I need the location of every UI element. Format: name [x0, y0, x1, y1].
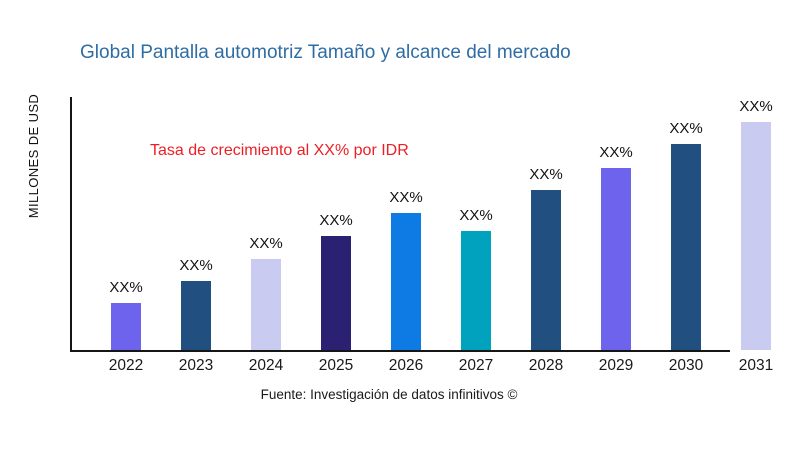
bar-2025: [321, 236, 351, 350]
bar-value-label-2022: XX%: [109, 279, 143, 296]
bar-value-label-2031: XX%: [739, 98, 773, 115]
x-tick-2031: 2031: [738, 357, 774, 374]
x-tick-2024: 2024: [248, 357, 284, 374]
bar-value-label-2028: XX%: [529, 166, 563, 183]
bar-2024: [251, 259, 281, 350]
x-tick-2025: 2025: [318, 357, 354, 374]
x-axis-line: [70, 350, 730, 352]
y-axis-line: [70, 97, 72, 351]
bar-value-label-2030: XX%: [669, 120, 703, 137]
bar-value-label-2025: XX%: [319, 212, 353, 229]
bar-value-label-2026: XX%: [389, 189, 423, 206]
bar-value-label-2027: XX%: [459, 207, 493, 224]
x-tick-2029: 2029: [598, 357, 634, 374]
bar-2026: [391, 213, 421, 350]
bar-2022: [111, 303, 141, 350]
bar-2030: [671, 144, 701, 350]
growth-rate-annotation: Tasa de crecimiento al XX% por IDR: [150, 142, 409, 159]
bar-2029: [601, 168, 631, 350]
bar-2027: [461, 231, 491, 350]
bar-2023: [181, 281, 211, 350]
bar-value-label-2023: XX%: [179, 257, 213, 274]
x-tick-2030: 2030: [668, 357, 704, 374]
source-caption: Fuente: Investigación de datos infinitiv…: [260, 387, 518, 402]
bar-value-label-2024: XX%: [249, 235, 283, 252]
x-tick-2028: 2028: [528, 357, 564, 374]
x-tick-2026: 2026: [388, 357, 424, 374]
bar-value-label-2029: XX%: [599, 144, 633, 161]
x-tick-2027: 2027: [458, 357, 494, 374]
x-tick-2022: 2022: [108, 357, 144, 374]
x-tick-2023: 2023: [178, 357, 214, 374]
chart-title: Global Pantalla automotriz Tamaño y alca…: [80, 42, 571, 63]
bar-2031: [741, 122, 771, 350]
y-axis-label: MILLONES DE USD: [26, 93, 41, 219]
bar-2028: [531, 190, 561, 350]
